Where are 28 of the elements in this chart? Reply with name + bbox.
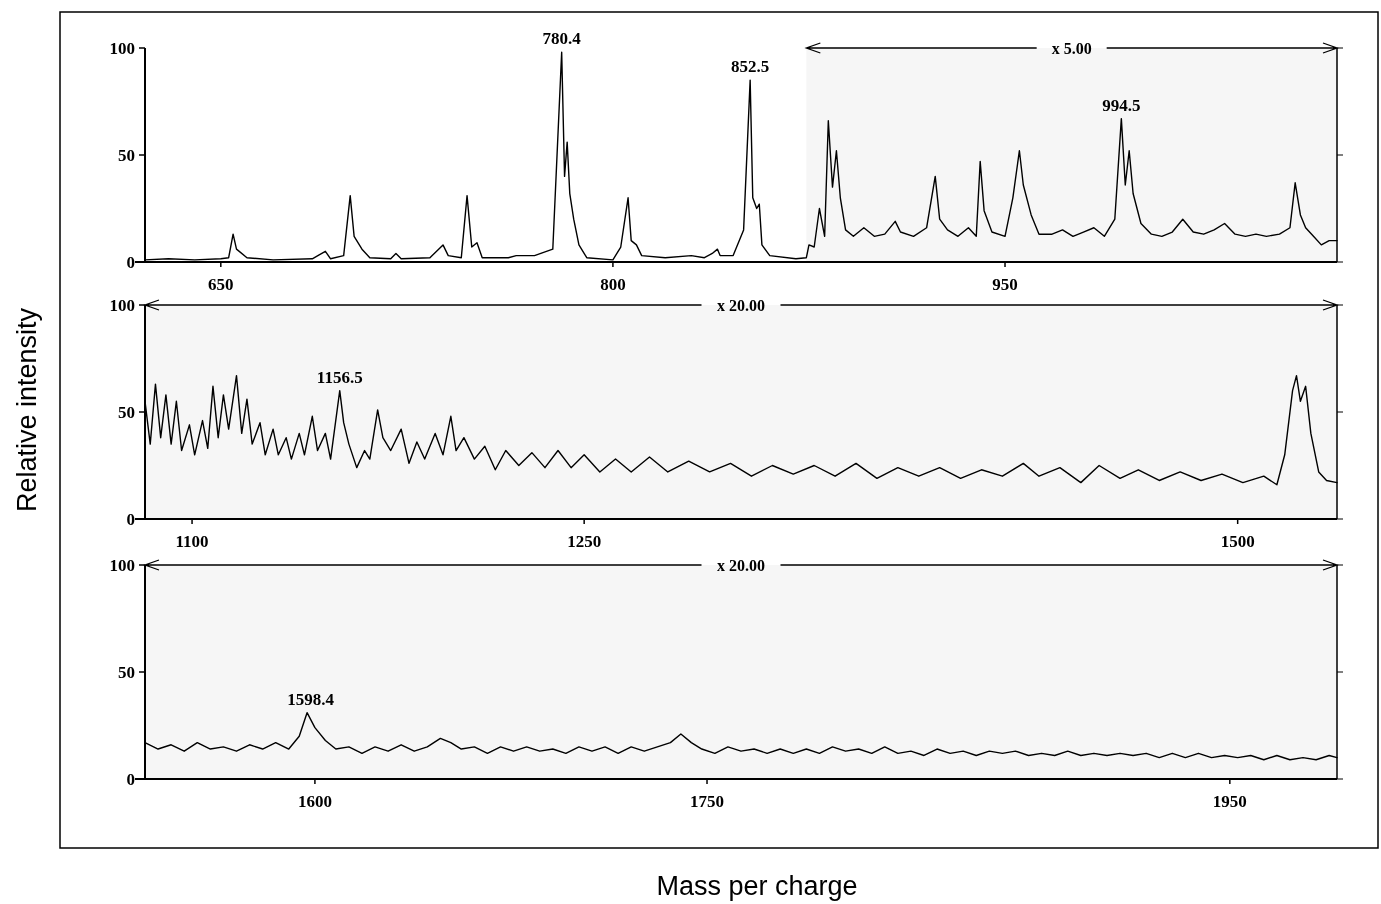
x-tick-label: 1600: [297, 792, 332, 811]
annotation: 1156.5: [316, 367, 363, 387]
y-tick-label: 100: [109, 555, 135, 575]
x-tick-label: 800: [600, 275, 626, 294]
y-tick-label: 0: [126, 252, 135, 272]
x-tick-label: 650: [208, 275, 234, 294]
y-tick-label: 0: [126, 769, 135, 789]
x-axis-title: Mass per charge: [656, 871, 858, 901]
x-tick-label: 1500: [1220, 532, 1255, 551]
y-tick-label: 100: [109, 295, 135, 315]
x-tick-label: 950: [992, 275, 1018, 294]
band-label: x 5.00: [1051, 39, 1092, 57]
y-tick-label: 50: [118, 145, 135, 165]
annotation: 994.5: [1102, 95, 1141, 115]
y-tick-label: 50: [118, 662, 135, 682]
band-label: x 20.00: [717, 556, 765, 574]
y-tick-label: 50: [118, 402, 135, 422]
annotation: 1598.4: [287, 689, 335, 709]
y-axis-title: Relative intensity: [12, 307, 42, 513]
x-tick-label: 1750: [690, 792, 725, 811]
x-tick-label: 1950: [1212, 792, 1247, 811]
x-tick-label: 1100: [175, 532, 209, 551]
x-tick-label: 1250: [567, 532, 602, 551]
band-label: x 20.00: [717, 296, 765, 314]
y-tick-label: 0: [126, 509, 135, 529]
annotation: 852.5: [731, 57, 770, 77]
y-tick-label: 100: [109, 38, 135, 58]
annotation: 780.4: [542, 29, 582, 49]
